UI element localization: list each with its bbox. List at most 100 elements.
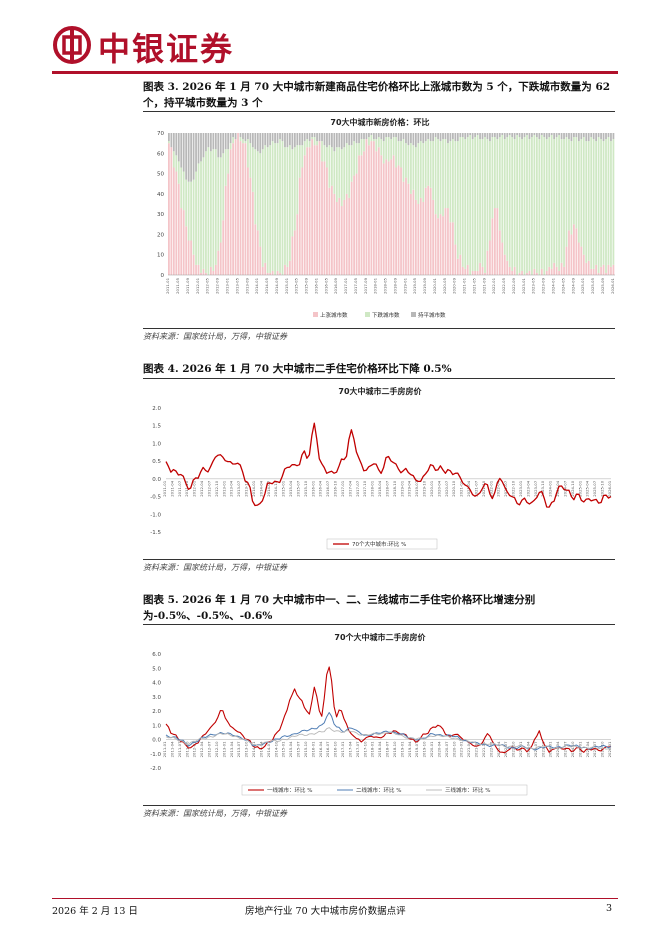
bar-flat [548,133,551,138]
bar-up [471,270,474,275]
bar-down [197,163,200,265]
bar-flat [397,133,400,142]
series-line-2 [165,712,612,751]
bar-up [202,268,205,275]
bar-up [254,224,257,275]
bar-down [313,137,316,146]
x-tick-label: 2018-04 [377,741,382,757]
bar-up [232,143,234,275]
bar-down [449,141,452,223]
bar-flat [353,133,355,142]
x-tick-label: 2012-05 [205,277,210,293]
bar-down [469,135,472,275]
x-tick-label: 2017-01 [340,741,345,757]
bar-down [207,147,210,275]
bar-down [508,135,511,267]
bar-up [491,218,494,275]
x-tick-label: 2013-07 [236,741,241,757]
bar-down [209,151,212,267]
x-tick-label: 2013-04 [229,741,234,757]
bar-up [392,155,395,275]
y-tick-label: 1.0 [152,723,161,729]
bar-flat [518,133,521,138]
x-tick-label: 2020-09 [452,277,457,293]
bar-up [177,183,180,275]
x-tick-label: 2023-07 [533,480,538,496]
bar-flat [217,133,220,158]
chart-second-hand-mom: 70大中城市二手房房价 -1.5 -1.0 -0.5 0.0 0.5 1.0 1.5 2.0 20… [150,386,612,550]
x-tick-label: 2013-10 [244,480,249,496]
x-tick-label: 2012-09 [215,277,220,293]
bar-up [447,208,449,275]
bar-down [187,181,190,241]
bar-flat [358,133,360,144]
bar-up [195,264,197,275]
x-tick-label: 2021-04 [466,741,471,757]
x-tick-label: 2023-04 [525,480,530,496]
footer-report-title: 房地产行业 70 大中城市房价数据点评 [245,906,406,917]
bar-up [323,161,326,275]
x-tick-label: 2020-10 [451,741,456,757]
bar-down [516,135,518,275]
bar-up [308,147,311,275]
bar-flat [610,133,612,142]
bar-down [442,139,444,217]
bar-flat [200,133,202,162]
x-tick-label: 2021-07 [474,741,479,757]
bar-up [540,268,543,275]
bar-up [590,268,593,275]
bar-down [597,137,600,273]
bar-down [503,139,506,255]
bar-down [585,141,588,263]
bar-up [439,214,442,275]
bar-down [291,149,294,237]
figure-5-title: 图表 5. 2026 年 1 月 70 大中城市中一、二、三线城市二手住宅价格环… [143,594,536,622]
bar-up [558,270,560,275]
bar-down [353,141,355,176]
bar-flat [511,133,514,138]
bar-down [464,139,467,269]
y-tick-label: -0.5 [150,495,161,501]
x-tick-label: 2023-07 [533,741,538,757]
bar-up [264,262,267,275]
bar-up [237,133,239,275]
bar-down [397,141,400,166]
legend-label: 三线城市：环比 % [445,786,490,794]
bar-down [607,137,610,265]
bar-up [501,242,504,275]
y-tick-label: 4.0 [152,681,161,687]
bar-up [449,222,452,275]
bar-down [200,161,202,273]
series-line-3 [165,727,612,750]
bar-down [286,147,289,267]
bar-flat [244,133,247,142]
x-tick-label: 2015-04 [288,480,293,496]
bar-flat [590,133,593,138]
bar-up [390,159,393,275]
x-tick-label: 2012-01 [192,741,197,757]
x-tick-label: 2018-10 [392,741,397,757]
x-tick-label: 2026-01 [610,277,615,293]
bar-flat [417,133,420,144]
bar-down [602,141,605,265]
bar-up [214,264,217,275]
bar-flat [264,133,267,146]
bar-up [187,240,190,275]
bar-down [281,141,284,275]
bar-flat [254,133,257,150]
bar-down [205,151,207,273]
figure-3-bottom-rule [143,328,615,329]
bar-up [395,167,397,275]
bar-down [296,145,299,215]
x-tick-label: 2017-01 [340,480,345,496]
y-tick-label: 0.0 [152,738,161,744]
x-tick-label: 2016-09 [333,277,338,293]
bar-flat [350,133,353,146]
bar-up [239,141,242,275]
bar-flat [503,133,506,140]
x-tick-label: 2020-01 [432,277,437,293]
x-tick-label: 2013-01 [221,480,226,496]
bar-down [328,145,331,188]
legend-label: 二线城市：环比 % [356,786,401,794]
x-tick-label: 2025-07 [592,480,597,496]
